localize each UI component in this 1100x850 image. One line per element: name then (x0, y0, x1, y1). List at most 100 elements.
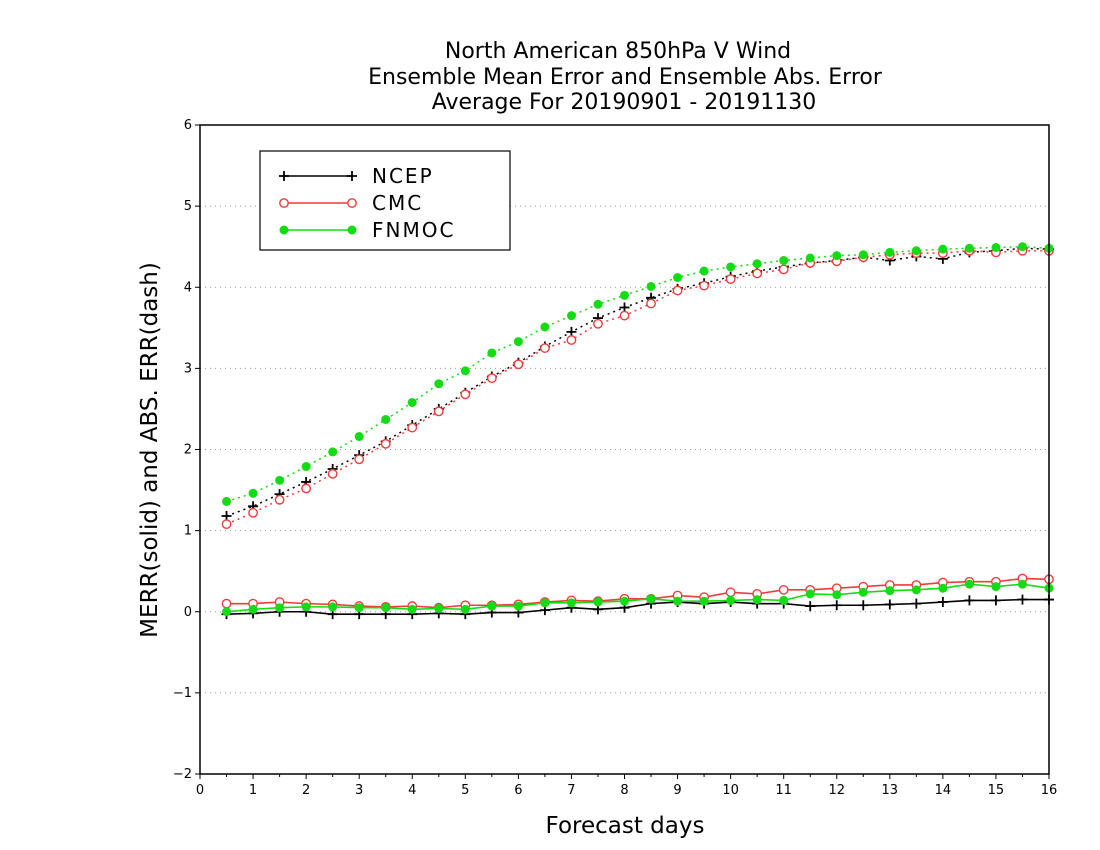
abs-err-point (487, 348, 497, 358)
legend-entry-ncep: NCEP (279, 164, 434, 188)
x-tick-label: 5 (461, 783, 469, 798)
x-tick-label: 1 (249, 783, 257, 798)
abs-err-point (620, 290, 629, 300)
abs-err-point (672, 285, 683, 296)
abs-err-point (380, 438, 391, 449)
merr-point (434, 604, 444, 614)
merr-point (540, 598, 550, 608)
merr-point (487, 601, 497, 611)
merr-point (726, 595, 736, 605)
abs-err-point (540, 322, 550, 332)
merr-point (1017, 579, 1027, 589)
merr-point (938, 583, 948, 593)
merr-point (805, 601, 816, 612)
merr-point (911, 598, 922, 609)
abs-err-point (964, 243, 974, 253)
y-tick-label: 2 (184, 443, 192, 458)
abs-err-line-ncep (226, 247, 1050, 517)
abs-err-point (911, 246, 921, 256)
merr-point (990, 595, 1001, 606)
abs-err-point (991, 242, 1001, 252)
merr-point (673, 596, 683, 606)
merr-line-fnmoc (226, 583, 1050, 613)
x-tick-label: 12 (828, 783, 845, 798)
merr-point (805, 589, 815, 599)
abs-err-point (433, 406, 444, 417)
x-tick-label: 14 (935, 783, 952, 798)
merr-point (964, 579, 974, 589)
x-tick-label: 15 (988, 783, 1005, 798)
x-tick-label: 4 (408, 783, 416, 798)
x-tick-label: 9 (673, 783, 681, 798)
merr-point (328, 602, 338, 612)
abs-err-point (381, 414, 391, 424)
abs-err-point (328, 447, 338, 457)
legend-entry-fnmoc: FNMOC (279, 218, 455, 242)
y-tick-label: 5 (184, 199, 192, 214)
merr-point (779, 595, 789, 605)
abs-err-point (513, 337, 523, 347)
merr-point (911, 585, 921, 595)
gridlines (200, 205, 1049, 694)
x-tick-label: 3 (355, 783, 363, 798)
title-line-2: Ensemble Mean Error and Ensemble Abs. Er… (368, 65, 883, 90)
abs-err-point (566, 311, 576, 321)
chart-title: North American 850hPa V Wind Ensemble Me… (368, 39, 883, 115)
merr-point (222, 607, 232, 617)
merr-point (460, 604, 470, 614)
abs-err-point (486, 373, 497, 384)
merr-point (699, 596, 709, 606)
abs-err-point (301, 483, 312, 494)
legend-marker (279, 198, 289, 208)
title-line-1: North American 850hPa V Wind (445, 39, 791, 64)
legend-marker (347, 198, 357, 208)
merr-point (858, 600, 869, 611)
merr-point (831, 600, 842, 611)
series-layer (221, 242, 1054, 620)
merr-point (221, 598, 232, 609)
merr-point (752, 595, 762, 605)
abs-err-point (779, 255, 789, 265)
abs-err-point (646, 298, 656, 309)
abs-err-point (434, 379, 444, 389)
legend-marker (347, 225, 357, 235)
abs-err-line-fnmoc (226, 245, 1050, 503)
legend-label: NCEP (372, 164, 434, 188)
abs-err-point (274, 494, 285, 505)
abs-err-point (805, 253, 815, 263)
legend-label: FNMOC (372, 218, 455, 242)
merr-point (725, 587, 736, 598)
x-tick-label: 6 (514, 783, 522, 798)
abs-err-point (248, 507, 258, 518)
x-tick-label: 11 (775, 783, 792, 798)
y-tick-label: 1 (184, 524, 192, 539)
abs-err-point (699, 280, 709, 291)
merr-point (991, 582, 1001, 592)
x-tick-label: 10 (722, 783, 739, 798)
merr-point (407, 604, 417, 614)
abs-err-point (354, 432, 364, 442)
abs-err-point (858, 250, 868, 260)
merr-point (937, 597, 948, 608)
merr-point (964, 595, 975, 606)
abs-err-point (832, 251, 842, 261)
abs-err-point (540, 343, 550, 353)
merr-point (832, 590, 842, 600)
abs-err-point (778, 264, 789, 275)
legend: NCEP CMC FNMOC (259, 150, 511, 251)
abs-err-point (460, 366, 470, 376)
abs-err-point (354, 454, 365, 465)
x-axis-label: Forecast days (546, 813, 705, 839)
x-tick-label: 2 (302, 783, 310, 798)
abs-err-point (646, 281, 656, 291)
abs-err-point (222, 496, 232, 506)
merr-point (248, 604, 258, 614)
abs-err-point (460, 389, 471, 400)
merr-point (301, 602, 311, 612)
abs-err-point (275, 475, 285, 485)
legend-marker (347, 171, 357, 181)
abs-err-point (593, 318, 603, 329)
abs-err-point (407, 397, 417, 407)
